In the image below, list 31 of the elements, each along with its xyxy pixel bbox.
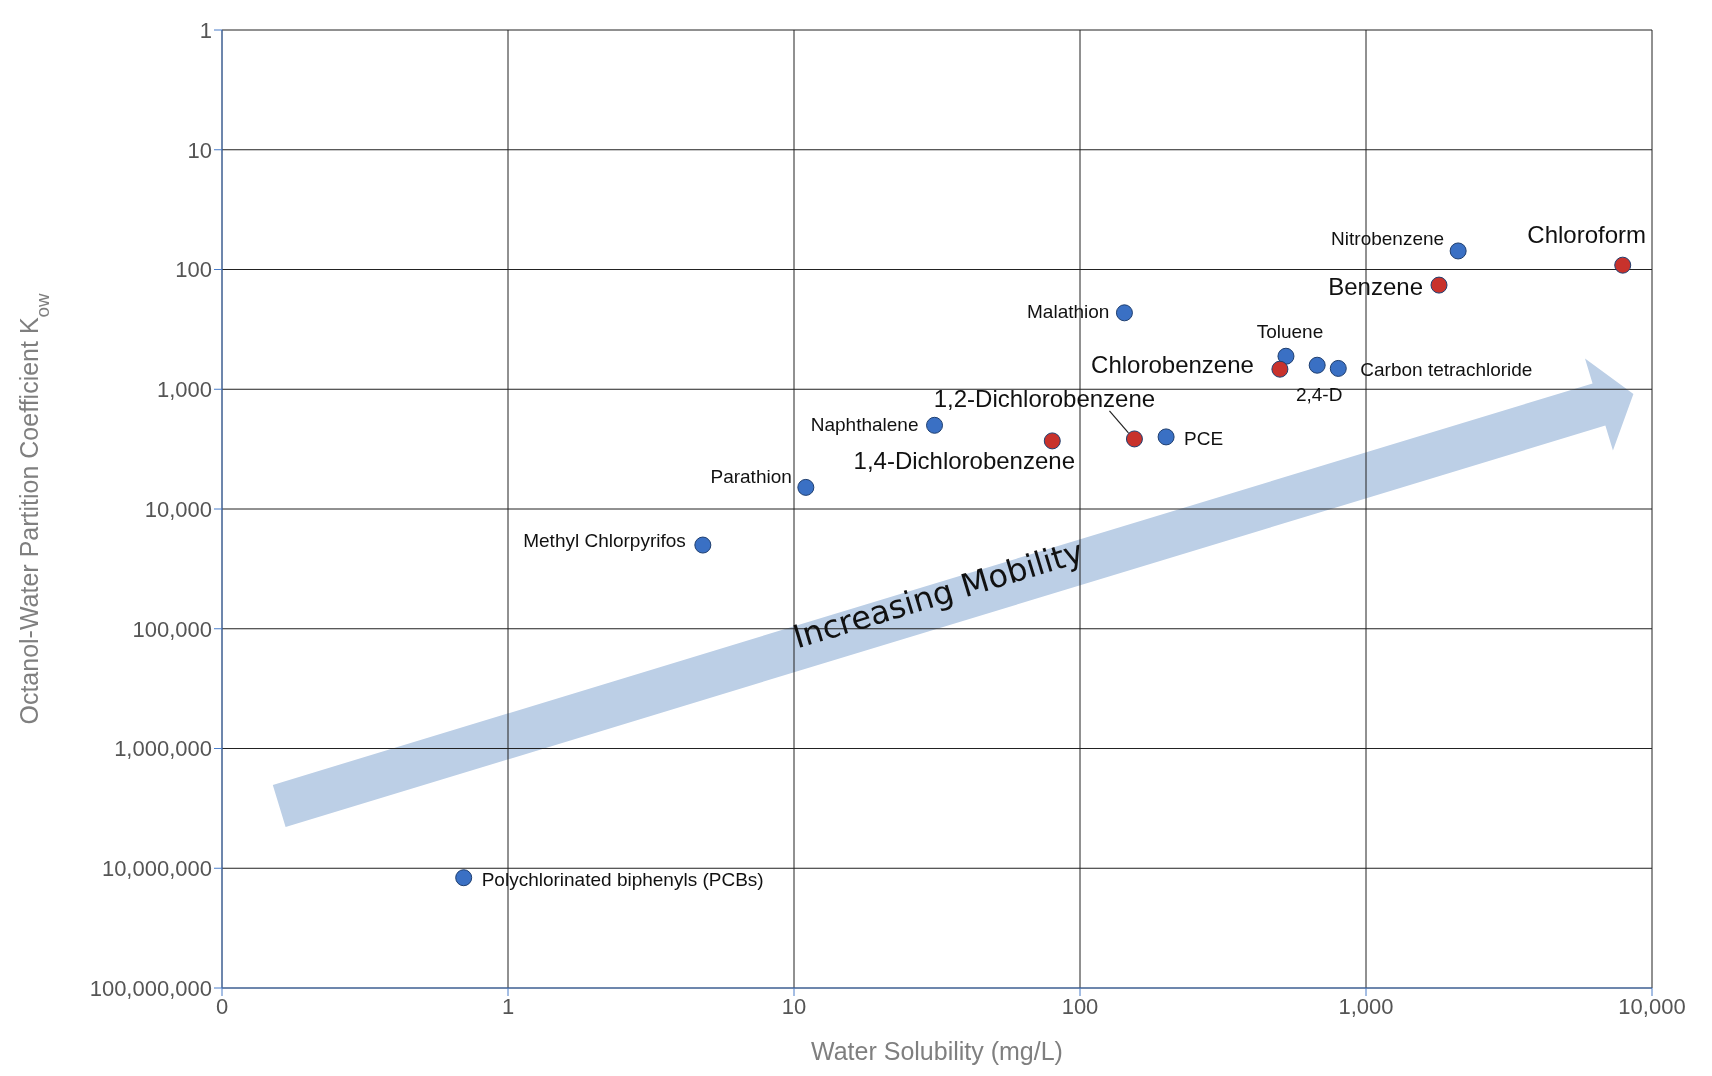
x-axis-title: Water Solubility (mg/L) xyxy=(811,1037,1063,1065)
annotation: Chlorobenzene xyxy=(1091,351,1254,379)
annotation: Carbon tetrachloride xyxy=(1360,359,1533,381)
annotation: PCE xyxy=(1184,427,1224,449)
y-tick-label: 10,000,000 xyxy=(101,856,212,882)
annotation: Parathion xyxy=(710,466,792,488)
y-tick-label: 1,000 xyxy=(156,377,212,403)
x-tick-label: 10,000 xyxy=(1618,993,1686,1019)
y-tick-label: 100 xyxy=(175,257,212,283)
x-tick-label: 0 xyxy=(215,993,229,1019)
annotation: Toluene xyxy=(1256,321,1324,343)
annotation: Nitrobenzene xyxy=(1331,227,1445,249)
annotation: Methyl Chlorpyrifos xyxy=(523,530,686,552)
y-tick-label: 10 xyxy=(187,137,212,163)
y-tick-label: 100,000 xyxy=(132,616,212,642)
annotation: Polychlorinated biphenyls (PCBs) xyxy=(481,868,764,890)
annotation: 1,4-Dichlorobenzene xyxy=(853,446,1076,474)
annotation: Malathion xyxy=(1027,300,1110,322)
x-tick-label: 10 xyxy=(781,993,807,1019)
annotation: 2,4-D xyxy=(1295,384,1343,406)
y-tick-label: 1,000,000 xyxy=(114,736,212,762)
annotation: Chloroform xyxy=(1527,221,1647,249)
x-tick-label: 1 xyxy=(501,993,515,1019)
y-tick-label: 1 xyxy=(199,17,212,43)
x-tick-label: 1,000 xyxy=(1338,993,1394,1019)
annotation: Naphthalene xyxy=(810,414,919,436)
y-tick-label: 10,000 xyxy=(144,496,212,522)
y-tick-label: 100,000,000 xyxy=(89,975,212,1001)
x-tick-label: 100 xyxy=(1061,993,1099,1019)
annotation: 1,2-Dichlorobenzene xyxy=(933,384,1156,412)
annotation: Benzene xyxy=(1328,273,1424,301)
